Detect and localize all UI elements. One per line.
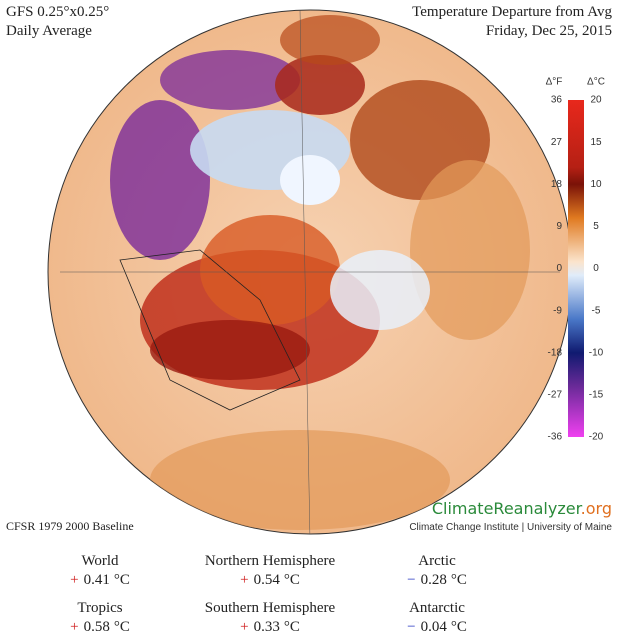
stat-value: +0.58 °C <box>70 619 130 635</box>
stat-value: +0.41 °C <box>70 572 130 588</box>
stat-sign: + <box>70 619 78 635</box>
title: Temperature Departure from Avg <box>412 4 612 20</box>
colorbar-c-tick: 5 <box>593 221 599 232</box>
colorbar-f-tick: -27 <box>548 390 563 401</box>
period: Daily Average <box>6 23 92 39</box>
colorbar-f-tick: 0 <box>556 263 562 274</box>
site-main: ClimateReanalyzer <box>432 499 583 518</box>
stat-name: Antarctic <box>409 600 465 616</box>
stat-value: +0.54 °C <box>240 572 300 588</box>
stat-number: 0.58 <box>84 619 110 635</box>
stat-value: −0.04 °C <box>407 619 467 635</box>
stat-number: 0.28 <box>421 572 447 588</box>
colorbar-c-tick: 0 <box>593 263 599 274</box>
stat-name: Southern Hemisphere <box>205 600 336 616</box>
colorbar-f-tick: 36 <box>551 95 563 106</box>
date: Friday, Dec 25, 2015 <box>486 23 612 39</box>
colorbar-f-tick: 18 <box>551 179 563 190</box>
institute: Climate Change Institute | University of… <box>409 522 612 533</box>
colorbar-f-label: Δ°F <box>546 77 563 88</box>
stat-number: 0.41 <box>84 572 110 588</box>
baseline: CFSR 1979 2000 Baseline <box>6 519 134 533</box>
stat-unit: °C <box>114 619 130 635</box>
stat-name: Northern Hemisphere <box>205 553 336 569</box>
colorbar-f-tick: 27 <box>551 137 563 148</box>
stat-value: +0.33 °C <box>240 619 300 635</box>
colorbar-c-tick: -5 <box>592 305 601 316</box>
stat-name: Tropics <box>77 600 122 616</box>
stat-name: Arctic <box>418 553 456 569</box>
colorbar-c-label: Δ°C <box>587 77 605 88</box>
colorbar-c-tick: 15 <box>590 137 602 148</box>
colorbar-c-tick: 20 <box>590 95 602 106</box>
site: ClimateReanalyzer.org <box>432 499 612 518</box>
colorbar-f-tick: -36 <box>548 432 563 443</box>
site-tld: .org <box>581 499 612 518</box>
colorbar-f-tick: 9 <box>556 221 562 232</box>
stat-sign: + <box>240 619 248 635</box>
colorbar-c-tick: -20 <box>589 432 604 443</box>
stat-sign: + <box>240 572 248 588</box>
colorbar-c-tick: -15 <box>589 390 604 401</box>
stat-unit: °C <box>451 572 467 588</box>
colorbar-f-tick: -9 <box>553 305 562 316</box>
stat-unit: °C <box>451 619 467 635</box>
globe <box>47 9 573 535</box>
colorbar <box>568 100 584 437</box>
stat-unit: °C <box>114 572 130 588</box>
colorbar-c-tick: 10 <box>590 179 602 190</box>
model: GFS 0.25°x0.25° <box>6 4 109 20</box>
colorbar-c-tick: -10 <box>589 347 604 358</box>
stat-number: 0.54 <box>254 572 281 588</box>
stat-sign: − <box>407 572 415 588</box>
stat-number: 0.04 <box>421 619 448 635</box>
stat-value: −0.28 °C <box>407 572 467 588</box>
colorbar-f-tick: -18 <box>548 347 563 358</box>
stat-name: World <box>81 553 119 569</box>
stat-sign: − <box>407 619 415 635</box>
stat-unit: °C <box>284 572 300 588</box>
stat-unit: °C <box>284 619 300 635</box>
stat-number: 0.33 <box>254 619 280 635</box>
stat-sign: + <box>70 572 78 588</box>
